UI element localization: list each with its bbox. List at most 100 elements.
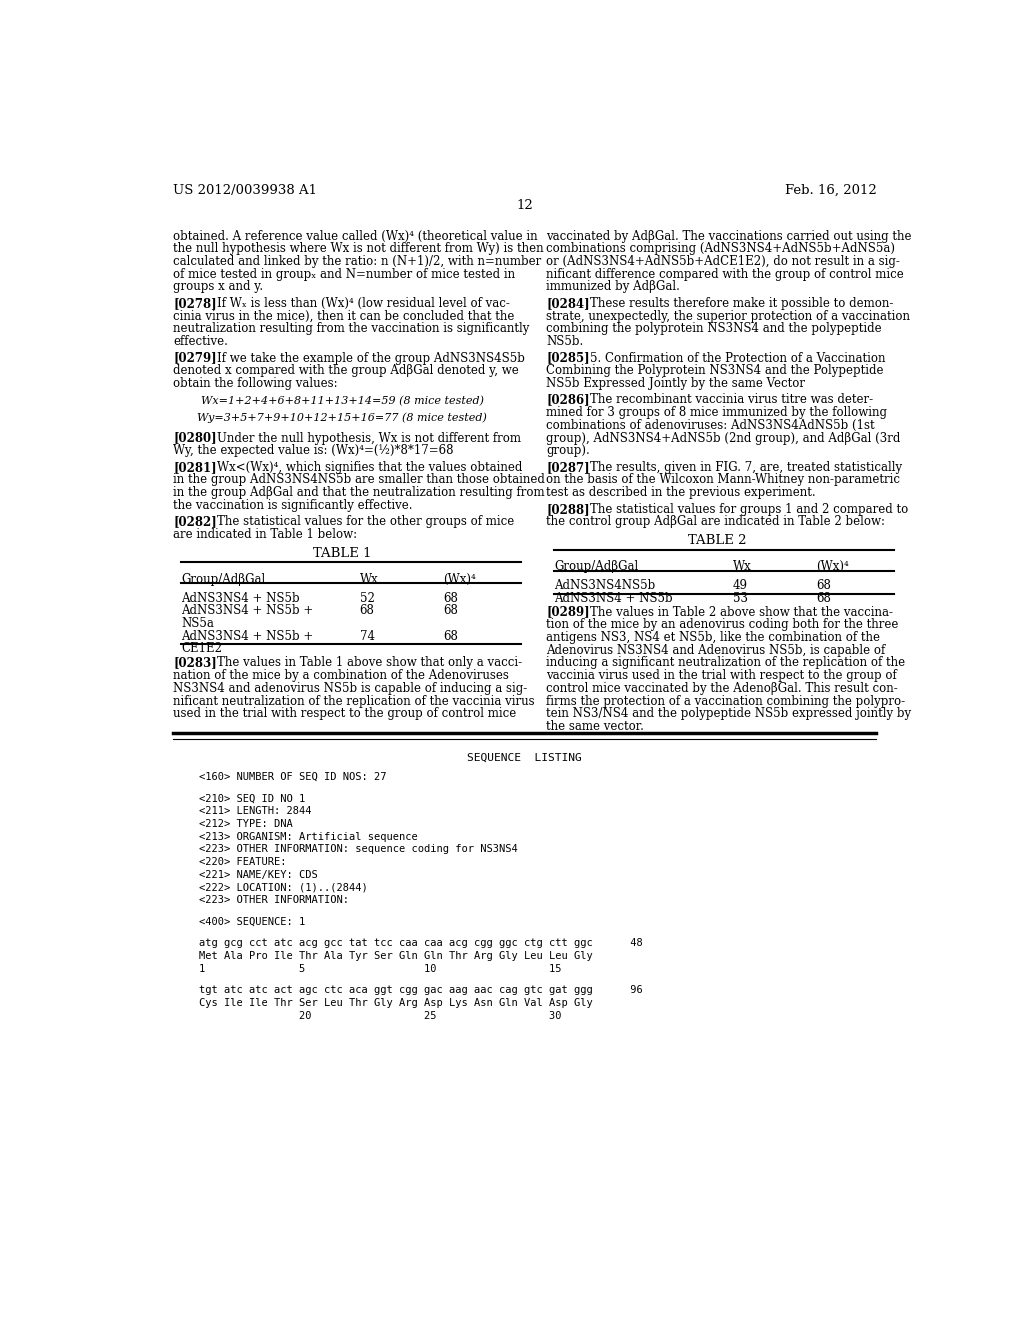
Text: [0285]: [0285] [546,351,590,364]
Text: NS3NS4 and adenovirus NS5b is capable of inducing a sig-: NS3NS4 and adenovirus NS5b is capable of… [173,682,527,694]
Text: antigens NS3, NS4 et NS5b, like the combination of the: antigens NS3, NS4 et NS5b, like the comb… [546,631,881,644]
Text: Wx: Wx [359,573,379,586]
Text: vaccinated by AdβGal. The vaccinations carried out using the: vaccinated by AdβGal. The vaccinations c… [546,230,911,243]
Text: [0282]: [0282] [173,515,217,528]
Text: mined for 3 groups of 8 mice immunized by the following: mined for 3 groups of 8 mice immunized b… [546,407,887,420]
Text: 74: 74 [359,630,375,643]
Text: 68: 68 [816,579,830,591]
Text: 68: 68 [816,591,830,605]
Text: calculated and linked by the ratio: n (N+1)/2, with n=number: calculated and linked by the ratio: n (N… [173,255,542,268]
Text: AdNS3NS4 + NS5b +: AdNS3NS4 + NS5b + [181,630,313,643]
Text: AdNS3NS4NS5b: AdNS3NS4NS5b [554,579,655,591]
Text: group).: group). [546,445,590,457]
Text: the null hypothesis where Wx is not different from Wy) is then: the null hypothesis where Wx is not diff… [173,243,544,255]
Text: Group/AdβGal: Group/AdβGal [554,560,638,573]
Text: [0279]: [0279] [173,351,217,364]
Text: TABLE 2: TABLE 2 [687,535,746,548]
Text: Combining the Polyprotein NS3NS4 and the Polypeptide: Combining the Polyprotein NS3NS4 and the… [546,364,884,378]
Text: 52: 52 [359,591,375,605]
Text: <223> OTHER INFORMATION: sequence coding for NS3NS4: <223> OTHER INFORMATION: sequence coding… [200,845,518,854]
Text: <222> LOCATION: (1)..(2844): <222> LOCATION: (1)..(2844) [200,883,369,892]
Text: Under the null hypothesis, Wx is not different from: Under the null hypothesis, Wx is not dif… [217,432,521,445]
Text: combinations of adenoviruses: AdNS3NS4AdNS5b (1st: combinations of adenoviruses: AdNS3NS4Ad… [546,418,874,432]
Text: effective.: effective. [173,335,228,348]
Text: group), AdNS3NS4+AdNS5b (2nd group), and AdβGal (3rd: group), AdNS3NS4+AdNS5b (2nd group), and… [546,432,900,445]
Text: [0283]: [0283] [173,656,217,669]
Text: <223> OTHER INFORMATION:: <223> OTHER INFORMATION: [200,895,349,906]
Text: [0289]: [0289] [546,606,590,619]
Text: atg gcg cct atc acg gcc tat tcc caa caa acg cgg ggc ctg ctt ggc      48: atg gcg cct atc acg gcc tat tcc caa caa … [200,939,643,949]
Text: NS5b Expressed Jointly by the same Vector: NS5b Expressed Jointly by the same Vecto… [546,378,805,389]
Text: 68: 68 [443,630,458,643]
Text: <210> SEQ ID NO 1: <210> SEQ ID NO 1 [200,793,306,804]
Text: NS5a: NS5a [181,616,214,630]
Text: the vaccination is significantly effective.: the vaccination is significantly effecti… [173,499,413,512]
Text: on the basis of the Wilcoxon Mann-Whitney non-parametric: on the basis of the Wilcoxon Mann-Whitne… [546,474,900,487]
Text: Met Ala Pro Ile Thr Ala Tyr Ser Gln Gln Thr Arg Gly Leu Leu Gly: Met Ala Pro Ile Thr Ala Tyr Ser Gln Gln … [200,952,593,961]
Text: [0280]: [0280] [173,432,217,445]
Text: 5. Confirmation of the Protection of a Vaccination: 5. Confirmation of the Protection of a V… [590,351,886,364]
Text: [0287]: [0287] [546,461,590,474]
Text: <221> NAME/KEY: CDS: <221> NAME/KEY: CDS [200,870,318,880]
Text: of mice tested in groupₓ and N=number of mice tested in: of mice tested in groupₓ and N=number of… [173,268,515,281]
Text: The results, given in FIG. 7, are, treated statistically: The results, given in FIG. 7, are, treat… [590,461,902,474]
Text: 53: 53 [733,591,748,605]
Text: <213> ORGANISM: Artificial sequence: <213> ORGANISM: Artificial sequence [200,832,418,842]
Text: CE1E2: CE1E2 [181,643,222,656]
Text: nificant neutralization of the replication of the vaccinia virus: nificant neutralization of the replicati… [173,694,535,708]
Text: control mice vaccinated by the AdenoβGal. This result con-: control mice vaccinated by the AdenoβGal… [546,682,898,694]
Text: denoted x compared with the group AdβGal denoted y, we: denoted x compared with the group AdβGal… [173,364,519,378]
Text: tein NS3/NS4 and the polypeptide NS5b expressed jointly by: tein NS3/NS4 and the polypeptide NS5b ex… [546,708,911,721]
Text: SEQUENCE  LISTING: SEQUENCE LISTING [467,752,583,763]
Text: nificant difference compared with the group of control mice: nificant difference compared with the gr… [546,268,904,281]
Text: Wy, the expected value is: (Wx)⁴=(½)*8*17=68: Wy, the expected value is: (Wx)⁴=(½)*8*1… [173,445,454,457]
Text: The values in Table 1 above show that only a vacci-: The values in Table 1 above show that on… [217,656,522,669]
Text: in the group AdNS3NS4NS5b are smaller than those obtained: in the group AdNS3NS4NS5b are smaller th… [173,474,545,487]
Text: US 2012/0039938 A1: US 2012/0039938 A1 [173,183,317,197]
Text: immunized by AdβGal.: immunized by AdβGal. [546,280,680,293]
Text: Feb. 16, 2012: Feb. 16, 2012 [784,183,877,197]
Text: 68: 68 [443,591,458,605]
Text: combining the polyprotein NS3NS4 and the polypeptide: combining the polyprotein NS3NS4 and the… [546,322,882,335]
Text: cinia virus in the mice), then it can be concluded that the: cinia virus in the mice), then it can be… [173,310,515,322]
Text: the same vector.: the same vector. [546,719,644,733]
Text: [0278]: [0278] [173,297,217,310]
Text: are indicated in Table 1 below:: are indicated in Table 1 below: [173,528,357,541]
Text: Wx<(Wx)⁴, which signifies that the values obtained: Wx<(Wx)⁴, which signifies that the value… [217,461,522,474]
Text: If Wₓ is less than (Wx)⁴ (low residual level of vac-: If Wₓ is less than (Wx)⁴ (low residual l… [217,297,510,310]
Text: Cys Ile Ile Thr Ser Leu Thr Gly Arg Asp Lys Asn Gln Val Asp Gly: Cys Ile Ile Thr Ser Leu Thr Gly Arg Asp … [200,998,593,1008]
Text: The values in Table 2 above show that the vaccina-: The values in Table 2 above show that th… [590,606,893,619]
Text: TABLE 1: TABLE 1 [313,548,372,560]
Text: used in the trial with respect to the group of control mice: used in the trial with respect to the gr… [173,708,516,721]
Text: 49: 49 [733,579,748,591]
Text: tion of the mice by an adenovirus coding both for the three: tion of the mice by an adenovirus coding… [546,618,899,631]
Text: (Wx)⁴: (Wx)⁴ [443,573,476,586]
Text: neutralization resulting from the vaccination is significantly: neutralization resulting from the vaccin… [173,322,529,335]
Text: The statistical values for the other groups of mice: The statistical values for the other gro… [217,515,514,528]
Text: inducing a significant neutralization of the replication of the: inducing a significant neutralization of… [546,656,905,669]
Text: firms the protection of a vaccination combining the polypro-: firms the protection of a vaccination co… [546,694,905,708]
Text: Wx=1+2+4+6+8+11+13+14=59 (8 mice tested): Wx=1+2+4+6+8+11+13+14=59 (8 mice tested) [201,396,483,407]
Text: tgt atc atc act agc ctc aca ggt cgg gac aag aac cag gtc gat ggg      96: tgt atc atc act agc ctc aca ggt cgg gac … [200,986,643,995]
Text: Wx: Wx [733,560,752,573]
Text: 68: 68 [359,605,375,618]
Text: <220> FEATURE:: <220> FEATURE: [200,857,287,867]
Text: 1               5                   10                  15: 1 5 10 15 [200,964,562,974]
Text: <211> LENGTH: 2844: <211> LENGTH: 2844 [200,807,312,816]
Text: AdNS3NS4 + NS5b: AdNS3NS4 + NS5b [181,591,300,605]
Text: 12: 12 [516,199,534,213]
Text: [0286]: [0286] [546,393,590,407]
Text: combinations comprising (AdNS3NS4+AdNS5b+AdNS5a): combinations comprising (AdNS3NS4+AdNS5b… [546,243,895,255]
Text: in the group AdβGal and that the neutralization resulting from: in the group AdβGal and that the neutral… [173,486,545,499]
Text: vaccinia virus used in the trial with respect to the group of: vaccinia virus used in the trial with re… [546,669,897,682]
Text: groups x and y.: groups x and y. [173,280,263,293]
Text: Group/AdβGal: Group/AdβGal [181,573,265,586]
Text: Wy=3+5+7+9+10+12+15+16=77 (8 mice tested): Wy=3+5+7+9+10+12+15+16=77 (8 mice tested… [198,412,487,424]
Text: If we take the example of the group AdNS3NS4S5b: If we take the example of the group AdNS… [217,351,524,364]
Text: the control group AdβGal are indicated in Table 2 below:: the control group AdβGal are indicated i… [546,515,885,528]
Text: [0288]: [0288] [546,503,590,516]
Text: NS5b.: NS5b. [546,335,584,348]
Text: strate, unexpectedly, the superior protection of a vaccination: strate, unexpectedly, the superior prote… [546,310,910,322]
Text: AdNS3NS4 + NS5b: AdNS3NS4 + NS5b [554,591,673,605]
Text: [0281]: [0281] [173,461,217,474]
